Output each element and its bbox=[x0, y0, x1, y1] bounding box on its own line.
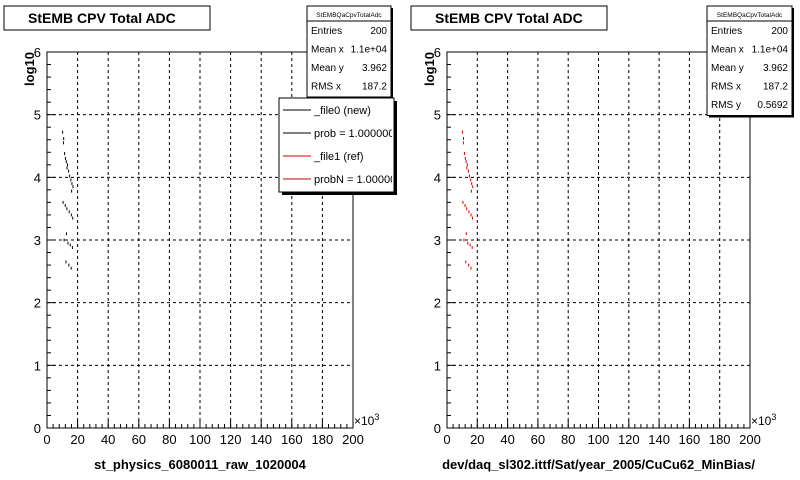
x-tick-label: 200 bbox=[342, 432, 364, 447]
y-tick-label: 1 bbox=[34, 358, 41, 373]
title-box bbox=[3, 5, 211, 31]
data-points bbox=[461, 130, 474, 270]
stats-box bbox=[706, 5, 793, 116]
x-multiplier-exponent: 3 bbox=[771, 412, 776, 422]
y-tick-label: 4 bbox=[434, 170, 441, 185]
y-tick-label: 2 bbox=[34, 296, 41, 311]
x-tick-label: 100 bbox=[588, 432, 610, 447]
chart-panel-1: 0 20 40 60 80 100 120 140 160 180 2000123456×103st… bbox=[3, 5, 402, 472]
x-tick-label: 40 bbox=[500, 432, 514, 447]
y-tick-label: 4 bbox=[34, 170, 41, 185]
x-tick-label: 20 bbox=[470, 432, 484, 447]
x-tick-label: 160 bbox=[679, 432, 701, 447]
stats-name: StEMBQaCpvTotalAdc bbox=[316, 12, 382, 19]
x-multiplier-base: ×10 bbox=[751, 414, 772, 428]
legend-entry-label: probN = 1.000000 bbox=[314, 174, 402, 186]
grid bbox=[47, 52, 353, 428]
y-tick-label: 0 bbox=[434, 421, 441, 436]
data-points bbox=[62, 130, 74, 270]
stats-row-label: Entries bbox=[311, 26, 342, 37]
x-tick-label: 120 bbox=[618, 432, 640, 447]
chart-title: StEMB CPV Total ADC bbox=[435, 10, 583, 26]
y-tick-label: 6 bbox=[34, 45, 41, 60]
stats-row-value: 200 bbox=[370, 26, 387, 37]
y-axis-label: log10 bbox=[422, 52, 437, 86]
x-tick-label: 20 bbox=[70, 432, 84, 447]
x-tick-label: 80 bbox=[162, 432, 176, 447]
x-tick-label: 180 bbox=[709, 432, 731, 447]
stats-row-label: RMS x bbox=[711, 82, 741, 93]
x-axis-label: st_physics_6080011_raw_1020004 bbox=[94, 457, 307, 472]
x-multiplier: ×103 bbox=[751, 412, 776, 428]
stats-row-label: Mean y bbox=[311, 63, 344, 74]
stats-row-value: 0.5692 bbox=[757, 100, 788, 111]
x-tick-label: 120 bbox=[220, 432, 242, 447]
y-tick-label: 5 bbox=[34, 108, 41, 123]
y-tick-label: 5 bbox=[434, 108, 441, 123]
chart-title: StEMB CPV Total ADC bbox=[28, 10, 176, 26]
axis-ticks bbox=[46, 51, 354, 429]
x-multiplier-base: ×10 bbox=[354, 414, 375, 428]
chart-panel-2: 0 20 40 60 80 100 120 140 160 180 2000123456×103de… bbox=[410, 5, 794, 472]
legend-entry-label: _file0 (new) bbox=[313, 105, 371, 117]
axis-ticks bbox=[446, 51, 751, 429]
y-tick-label: 3 bbox=[434, 233, 441, 248]
stats-row-value: 3.962 bbox=[362, 63, 387, 74]
grid bbox=[447, 52, 750, 428]
x-tick-label: 160 bbox=[281, 432, 303, 447]
x-tick-label: 0 bbox=[43, 432, 50, 447]
x-tick-label: 100 bbox=[189, 432, 211, 447]
stats-row-value: 187.2 bbox=[763, 82, 788, 93]
stats-row-value: 200 bbox=[771, 26, 788, 37]
x-tick-label: 140 bbox=[648, 432, 670, 447]
stats-row-label: RMS x bbox=[311, 82, 341, 93]
legend-box bbox=[278, 97, 395, 193]
x-tick-label: 200 bbox=[739, 432, 761, 447]
y-tick-label: 1 bbox=[434, 358, 441, 373]
stats-row-value: 187.2 bbox=[362, 82, 387, 93]
x-tick-label: 0 bbox=[443, 432, 450, 447]
stats-row-label: RMS y bbox=[711, 100, 741, 111]
x-tick-label: 140 bbox=[250, 432, 272, 447]
stats-row-label: Entries bbox=[711, 26, 742, 37]
y-axis-label: log10 bbox=[22, 52, 37, 86]
y-tick-label: 0 bbox=[34, 421, 41, 436]
title-box bbox=[410, 5, 608, 31]
stats-row-value: 1.1e+04 bbox=[752, 45, 789, 56]
legend-entry-label: _file1 (ref) bbox=[313, 151, 364, 163]
stats-row-label: Mean x bbox=[711, 45, 744, 56]
x-tick-label: 60 bbox=[132, 432, 146, 447]
y-tick-label: 2 bbox=[434, 296, 441, 311]
x-tick-label: 80 bbox=[561, 432, 575, 447]
stats-row-label: Mean y bbox=[711, 63, 744, 74]
y-tick-label: 3 bbox=[34, 233, 41, 248]
legend-entry-label: prob = 1.000000 bbox=[314, 128, 394, 140]
x-axis-label: dev/daq_sl302.ittf/Sat/year_2005/CuCu62_… bbox=[442, 457, 755, 472]
stats-name: StEMBQaCpvTotalAdc bbox=[717, 12, 783, 19]
x-multiplier: ×103 bbox=[354, 412, 379, 428]
x-multiplier-exponent: 3 bbox=[374, 412, 379, 422]
stats-row-label: Mean x bbox=[311, 45, 344, 56]
stats-row-value: 1.1e+04 bbox=[351, 45, 388, 56]
stats-row-value: 3.962 bbox=[763, 63, 788, 74]
y-tick-label: 6 bbox=[434, 45, 441, 60]
x-tick-label: 60 bbox=[531, 432, 545, 447]
legend: _file0 (new) prob = 1.000000 _file1 (ref) p… bbox=[283, 105, 402, 186]
x-tick-label: 40 bbox=[101, 432, 115, 447]
x-tick-label: 180 bbox=[312, 432, 334, 447]
